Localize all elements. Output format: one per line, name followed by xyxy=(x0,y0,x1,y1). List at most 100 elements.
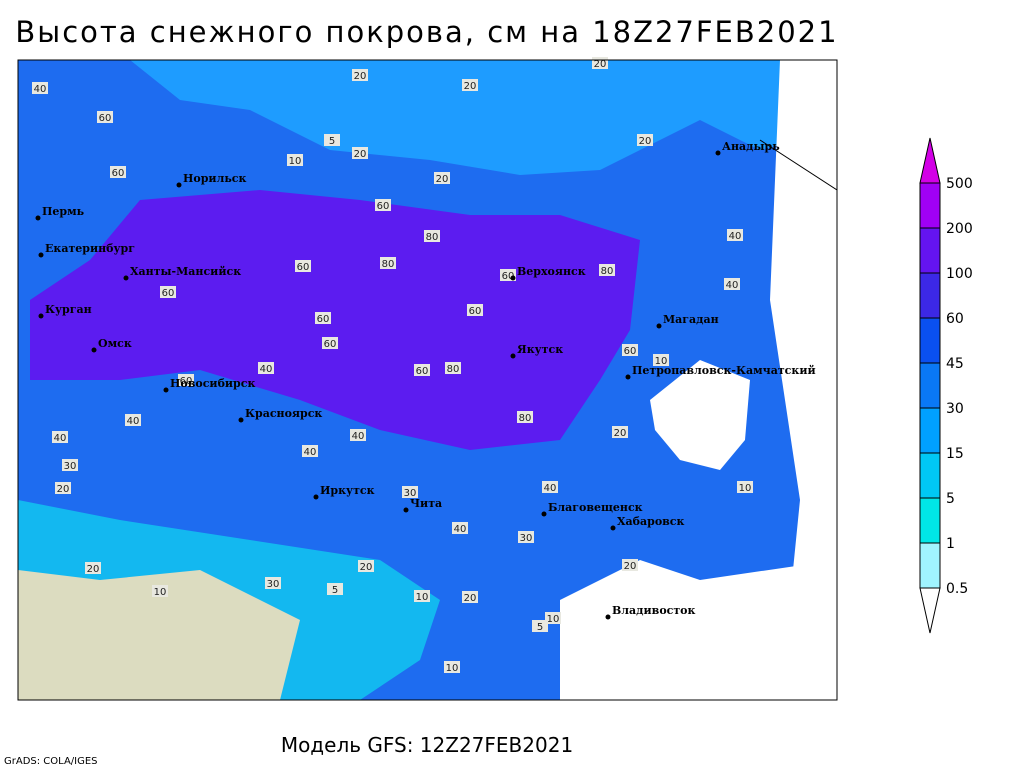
map xyxy=(18,60,837,700)
contour-label-box xyxy=(302,445,318,457)
city-dot xyxy=(38,252,44,258)
contour-label-box xyxy=(152,585,168,597)
contour-label-box xyxy=(352,147,368,159)
arctic-ocean xyxy=(130,60,837,175)
contour-label: 20 xyxy=(354,149,367,160)
contour-label-box xyxy=(327,583,343,595)
contour-label-box xyxy=(545,612,561,624)
city-name: Красноярск xyxy=(245,407,322,420)
contour-label: 40 xyxy=(54,433,67,444)
contour-label-box xyxy=(532,620,548,632)
city-dot xyxy=(510,275,516,281)
contour-label: 20 xyxy=(614,428,627,439)
contour-label-box xyxy=(612,426,628,438)
contour-label: 30 xyxy=(267,579,280,590)
contour-label-box xyxy=(622,344,638,356)
city-name: Екатеринбург xyxy=(45,242,135,255)
contour-label: 20 xyxy=(360,562,373,573)
bare-land xyxy=(18,570,300,700)
contour-label-box xyxy=(160,286,176,298)
city-dot xyxy=(625,374,631,380)
contour-label: 60 xyxy=(377,201,390,212)
contour-label-box xyxy=(434,172,450,184)
contour-label: 20 xyxy=(624,561,637,572)
colorbar-box xyxy=(919,317,941,364)
contour-label: 30 xyxy=(64,461,77,472)
contour-label-box xyxy=(462,79,478,91)
contour-label: 20 xyxy=(57,484,70,495)
contour-label-box xyxy=(724,278,740,290)
contour-label: 40 xyxy=(726,280,739,291)
contour-label: 20 xyxy=(464,81,477,92)
colorbar-label: 500 xyxy=(946,176,973,192)
contour-label: 60 xyxy=(180,376,193,387)
contour-label-box xyxy=(445,362,461,374)
contour-label: 40 xyxy=(34,84,47,95)
city-name: Иркутск xyxy=(320,484,375,497)
contour-label-box xyxy=(737,481,753,493)
contour-label-box xyxy=(110,166,126,178)
colorbar-box xyxy=(919,407,941,454)
contour-label: 5 xyxy=(332,585,338,596)
contour-label: 20 xyxy=(639,136,652,147)
contour-label: 60 xyxy=(317,314,330,325)
colorbar-label: 200 xyxy=(946,221,973,237)
contour-label-box xyxy=(517,411,533,423)
city-name: Якутск xyxy=(517,343,563,356)
city-name: Курган xyxy=(45,303,92,316)
colorbar-top xyxy=(919,137,941,184)
contour-label-box xyxy=(599,264,615,276)
contour-label-box xyxy=(727,229,743,241)
grid-line xyxy=(759,139,837,191)
city-dot xyxy=(91,347,97,353)
contour-label: 10 xyxy=(655,356,668,367)
city-name: Пермь xyxy=(42,205,85,218)
contour-label: 60 xyxy=(297,262,310,273)
city-dot xyxy=(656,323,662,329)
contour-label: 10 xyxy=(547,614,560,625)
colorbar-label: 60 xyxy=(946,311,964,327)
colorbar-label: 30 xyxy=(946,401,964,417)
city-name: Анадырь xyxy=(722,140,780,153)
sea-of-okhotsk xyxy=(650,360,750,470)
contour-label-box xyxy=(62,459,78,471)
contour-label: 10 xyxy=(416,592,429,603)
contour-label-box xyxy=(414,364,430,376)
city-name: Петропавловск-Камчатский xyxy=(632,364,816,377)
contour-label: 20 xyxy=(594,59,607,70)
contour-label: 80 xyxy=(426,232,439,243)
contour-label-box xyxy=(653,354,669,366)
contour-label-box xyxy=(462,591,478,603)
colorbar-box xyxy=(919,542,941,589)
contour-label-box xyxy=(295,260,311,272)
city-dot xyxy=(715,150,721,156)
contour-label: 40 xyxy=(304,447,317,458)
contour-label: 60 xyxy=(416,366,429,377)
deep-snow xyxy=(30,190,640,450)
city-dot xyxy=(403,507,409,513)
contour-label: 80 xyxy=(601,266,614,277)
contour-label: 40 xyxy=(352,431,365,442)
contour-label: 80 xyxy=(519,413,532,424)
credit: GrADS: COLA/IGES xyxy=(4,756,98,767)
footer: Модель GFS: 12Z27FEB2021 xyxy=(281,733,573,757)
city-dot xyxy=(610,525,616,531)
contour-label-box xyxy=(380,257,396,269)
contour-label: 20 xyxy=(87,564,100,575)
contour-label: 60 xyxy=(99,113,112,124)
colorbar-box xyxy=(919,497,941,544)
contour-label: 80 xyxy=(447,364,460,375)
contour-label-box xyxy=(402,486,418,498)
colorbar-label: 100 xyxy=(946,266,973,282)
contour-label: 60 xyxy=(469,306,482,317)
city-name: Владивосток xyxy=(612,604,696,617)
contour-label-box xyxy=(375,199,391,211)
contour-label: 60 xyxy=(112,168,125,179)
sea-of-japan xyxy=(560,560,837,700)
contour-label-box xyxy=(414,590,430,602)
contour-label: 10 xyxy=(739,483,752,494)
contour-label: 30 xyxy=(520,533,533,544)
contour-label: 10 xyxy=(289,156,302,167)
contour-label: 60 xyxy=(624,346,637,357)
